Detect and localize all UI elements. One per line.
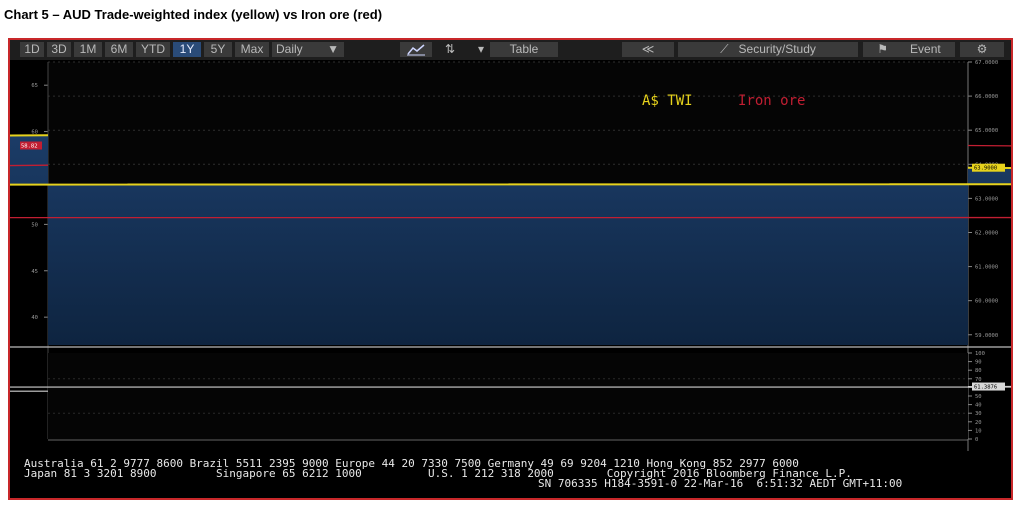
bloomberg-chart-frame: 1D 3D 1M 6M YTD 1Y 5Y Max Daily ▼ ⇅ ▾ Ta…: [8, 38, 1013, 500]
twi-area-fill: [10, 135, 1011, 345]
left-tick-label: 65: [31, 83, 38, 89]
security-study-label: Security/Study: [738, 42, 816, 56]
osc-tick-label: 50: [975, 394, 982, 400]
osc-last-value-tag: [972, 382, 1005, 391]
crosshair-icon[interactable]: ⇅: [444, 42, 456, 56]
chart-study-icon: ⟋: [720, 42, 729, 56]
range-button-1m[interactable]: 1M: [74, 42, 102, 57]
table-button[interactable]: Table: [490, 42, 558, 57]
range-button-1y[interactable]: 1Y: [173, 42, 201, 57]
chart-caption: Chart 5 – AUD Trade-weighted index (yell…: [4, 7, 383, 22]
twi-last-value-label: 63.9000: [974, 166, 997, 172]
security-study-button[interactable]: ⟋ Security/Study: [678, 42, 858, 57]
right-tick-label: 59.0000: [975, 333, 998, 339]
right-tick-label: 61.0000: [975, 265, 998, 271]
right-tick-label: 65.0000: [975, 128, 998, 134]
twi-last-value-tag: [972, 163, 1005, 172]
range-button-5y[interactable]: 5Y: [204, 42, 232, 57]
dropdown-arrow-icon[interactable]: ▾: [477, 42, 485, 56]
chevron-down-icon: ▼: [327, 42, 339, 56]
footer-line-2: Japan 81 3 3201 8900 Singapore 65 6212 1…: [24, 467, 852, 480]
osc-tick-label: 30: [975, 411, 982, 417]
footer-line-1: Australia 61 2 9777 8600 Brazil 5511 239…: [24, 457, 799, 470]
osc-tick-label: 0: [975, 437, 978, 443]
chart-toolbar: 1D 3D 1M 6M YTD 1Y 5Y Max Daily ▼ ⇅ ▾ Ta…: [10, 40, 1011, 60]
range-button-ytd[interactable]: YTD: [136, 42, 170, 57]
chart-canvas: 59.000060.000061.000062.000063.000064.00…: [10, 60, 1011, 451]
right-tick-label: 62.0000: [975, 230, 998, 236]
legend-twi: A$ TWI: [642, 93, 693, 109]
time-axis: AprMayJunJulAugSepOctNovDecJanFebMar2015…: [48, 439, 968, 441]
collapse-left-icon[interactable]: ≪: [622, 42, 674, 57]
oscillator-background: [48, 353, 968, 439]
event-button[interactable]: ⚑ Event: [863, 42, 955, 57]
osc-tick-label: 10: [975, 428, 982, 434]
osc-tick-label: 40: [975, 403, 982, 409]
osc-tick-label: 20: [975, 420, 982, 426]
main-price-panel: 59.000060.000061.000062.000063.000064.00…: [10, 60, 1011, 451]
frequency-label: Daily: [276, 42, 303, 56]
osc-last-value-label: 61.3876: [974, 385, 997, 391]
footer-line-3: SN 706335 H184-3591-0 22-Mar-16 6:51:32 …: [538, 477, 903, 490]
right-tick-label: 67.0000: [975, 60, 998, 66]
left-tick-label: 50: [31, 222, 38, 228]
range-button-3d[interactable]: 3D: [47, 42, 71, 57]
right-tick-label: 63.0000: [975, 196, 998, 202]
frequency-dropdown[interactable]: Daily ▼: [272, 42, 344, 57]
settings-gear-icon[interactable]: ⚙: [960, 42, 1004, 57]
bloomberg-footer: Australia 61 2 9777 8600 Brazil 5511 239…: [24, 457, 903, 490]
oscillator-panel: 010203040506070809010061.3876: [10, 351, 1011, 443]
event-label: Event: [910, 42, 941, 56]
line-chart-icon[interactable]: [400, 42, 432, 57]
range-button-1d[interactable]: 1D: [20, 42, 44, 57]
legend-iron-ore: Iron ore: [738, 93, 805, 109]
iron-last-value-label: 58.82: [21, 144, 38, 150]
osc-tick-label: 100: [975, 351, 985, 357]
range-button-max[interactable]: Max: [235, 42, 269, 57]
flag-icon: ⚑: [877, 42, 889, 56]
osc-tick-label: 80: [975, 368, 982, 374]
osc-tick-label: 90: [975, 360, 982, 366]
right-tick-label: 66.0000: [975, 94, 998, 100]
range-button-6m[interactable]: 6M: [105, 42, 133, 57]
right-tick-label: 60.0000: [975, 299, 998, 305]
left-tick-label: 60: [31, 130, 38, 136]
left-tick-label: 40: [31, 315, 38, 321]
osc-tick-label: 70: [975, 377, 982, 383]
iron-last-value-tag: [20, 141, 42, 150]
left-tick-label: 45: [31, 269, 38, 275]
